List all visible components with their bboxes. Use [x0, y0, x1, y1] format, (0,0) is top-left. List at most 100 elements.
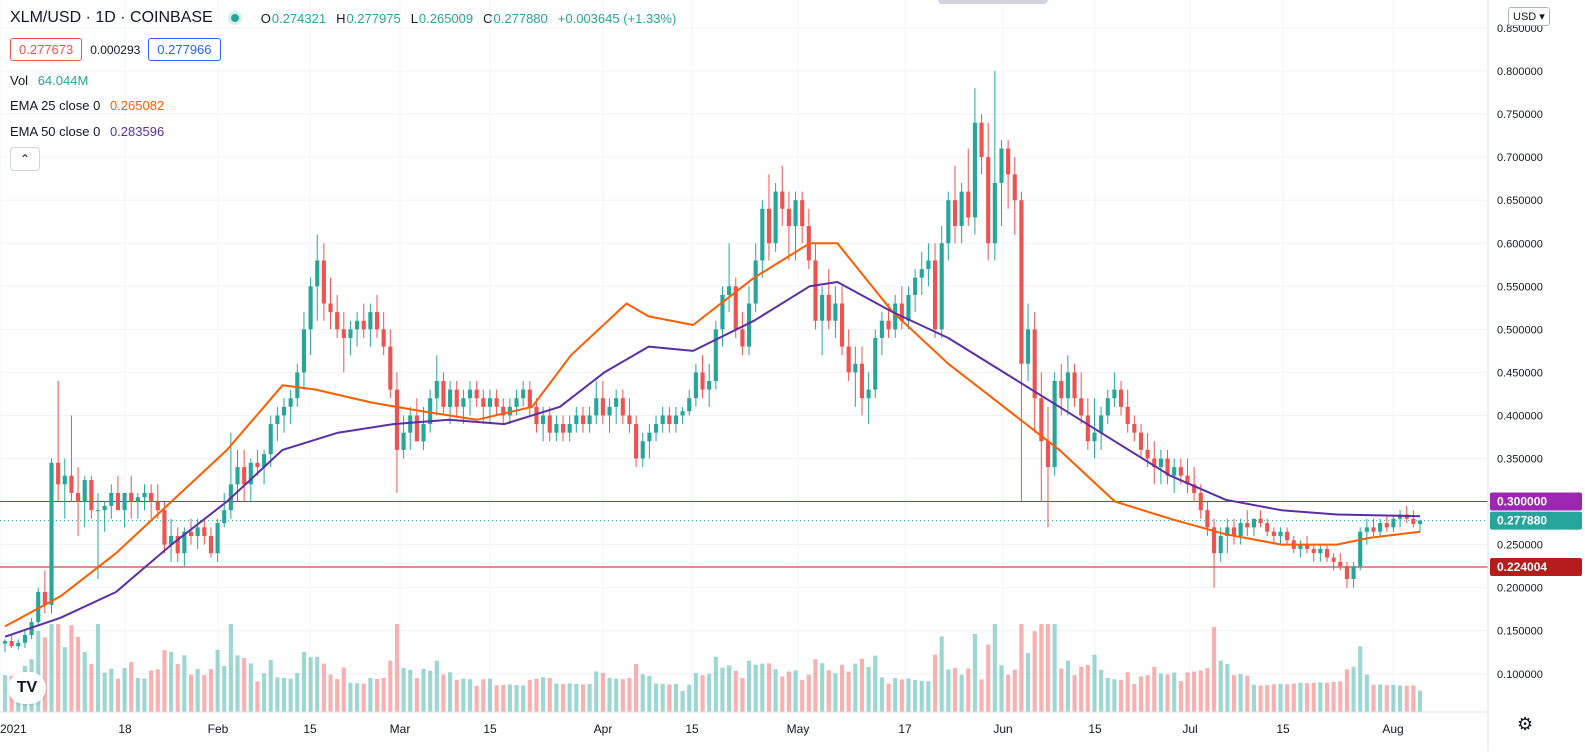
volume-bar: [846, 671, 851, 712]
candle-body: [175, 535, 180, 554]
volume-bar: [1039, 624, 1044, 712]
candle-body: [1125, 406, 1130, 425]
candle-body: [1231, 527, 1237, 536]
volume-bar: [89, 664, 94, 712]
candle-body: [481, 398, 486, 407]
candle-body: [846, 346, 851, 373]
symbol-title[interactable]: XLM/USD · 1D · COINBASE: [10, 9, 213, 26]
change-value: +0.003645 (+1.33%): [557, 10, 677, 26]
volume-bar: [1278, 684, 1283, 712]
candle-body: [368, 312, 373, 330]
volume-bar: [793, 670, 798, 712]
sell-button[interactable]: 0.277673: [10, 38, 83, 61]
candle-body: [1172, 467, 1177, 476]
candle-body: [95, 510, 101, 512]
currency-dropdown[interactable]: USD ▾: [1508, 7, 1550, 26]
candle-body: [1145, 449, 1150, 459]
candle-body: [242, 467, 247, 485]
volume-bar: [328, 674, 333, 712]
candle-body: [9, 641, 14, 647]
candle-body: [1238, 523, 1243, 536]
candle-body: [215, 523, 220, 554]
top-handle[interactable]: [938, 0, 1048, 4]
candle-body: [521, 389, 526, 399]
volume-bar: [348, 682, 353, 712]
candle-body: [394, 389, 400, 450]
volume-bar: [1318, 682, 1323, 712]
volume-bar: [521, 685, 526, 712]
candle-body: [1311, 548, 1316, 554]
candle-body: [202, 527, 207, 536]
candle-body: [1105, 398, 1110, 416]
y-tick-label: 0.750000: [1497, 109, 1543, 121]
candle-body: [600, 398, 605, 416]
open-value: 0.274321: [271, 10, 327, 26]
volume-bar: [952, 668, 958, 712]
volume-bar: [434, 660, 439, 712]
volume-bar: [361, 683, 366, 712]
candle-body: [295, 372, 300, 399]
volume-bar: [1205, 668, 1210, 712]
ema50-name: EMA 50 close 0: [10, 124, 101, 139]
buy-button[interactable]: 0.277966: [148, 38, 221, 61]
candle-body: [414, 415, 419, 442]
gear-icon[interactable]: ⚙: [1517, 714, 1534, 734]
candle-body: [102, 505, 107, 511]
x-tick-label: 15: [685, 722, 699, 736]
vol-name: Vol: [10, 73, 29, 88]
volume-bar: [62, 647, 67, 712]
candle-body: [401, 432, 406, 450]
y-tick-label: 0.350000: [1497, 454, 1543, 466]
candle-body: [1271, 531, 1276, 536]
candle-body: [235, 467, 240, 485]
candle-body: [281, 406, 287, 416]
x-tick-label: Feb: [208, 722, 229, 736]
volume-bar: [707, 673, 712, 712]
vol-legend[interactable]: Vol 64.044M: [10, 73, 88, 88]
candle-body: [1118, 389, 1124, 407]
volume-bar: [693, 673, 698, 712]
volume-bar: [242, 658, 247, 712]
collapse-legend-button[interactable]: ⌃: [10, 147, 40, 171]
volume-bar: [182, 655, 187, 712]
candle-body: [1025, 329, 1031, 364]
x-tick-label: Apr: [594, 722, 613, 736]
spread-value: 0.000293: [90, 42, 141, 57]
volume-bar: [806, 674, 811, 712]
y-tick-label: 0.550000: [1497, 281, 1543, 293]
volume-bar: [49, 624, 54, 712]
candle-body: [1112, 389, 1117, 399]
tradingview-logo-icon[interactable]: TV: [8, 672, 46, 704]
volume-bar: [388, 660, 393, 712]
volume-bar: [826, 670, 831, 712]
candle-body: [288, 398, 293, 407]
candle-body: [454, 389, 459, 407]
ema25-legend[interactable]: EMA 25 close 0 0.265082: [10, 98, 164, 113]
volume-bar: [394, 624, 400, 712]
candle-body: [1417, 520, 1423, 524]
volume-bar: [195, 669, 200, 712]
ema50-legend[interactable]: EMA 50 close 0 0.283596: [10, 124, 164, 139]
volume-bar: [514, 684, 519, 712]
candle-body: [255, 462, 260, 468]
volume-bar: [886, 683, 891, 712]
candle-body: [501, 406, 506, 416]
currency-label: USD: [1513, 11, 1537, 23]
candle-body: [707, 381, 712, 390]
volume-bar: [301, 652, 307, 712]
candle-body: [647, 432, 652, 442]
volume-bar: [155, 669, 160, 712]
candle-body: [381, 329, 386, 347]
candle-body: [959, 191, 964, 227]
volume-bar: [1231, 675, 1237, 712]
candle-body: [268, 424, 273, 455]
volume-bar: [228, 624, 233, 712]
volume-bar: [587, 684, 592, 712]
volume-bar: [1265, 685, 1270, 712]
candle-body: [135, 497, 140, 502]
candle-body: [1384, 523, 1389, 528]
last-price-label-bg: [1490, 511, 1582, 530]
volume-bar: [1285, 684, 1290, 712]
